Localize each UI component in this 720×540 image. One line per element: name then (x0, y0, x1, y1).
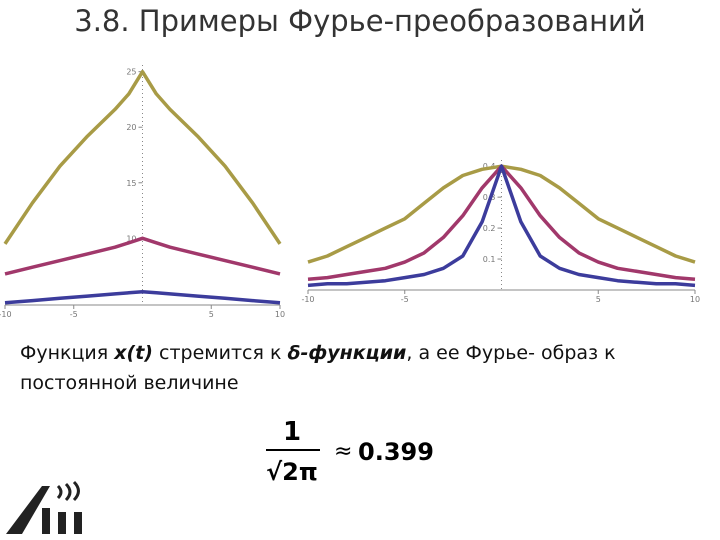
line-series (307, 164, 696, 281)
logo-shape (74, 512, 82, 534)
y-tick-label: 0.1 (483, 255, 496, 264)
formula: 1 √2π ≈ 0.399 (266, 418, 434, 486)
caption: Функция x(t) стремится к δ-функции, а ее… (20, 338, 710, 398)
caption-text: , а ее Фурье- образ к постоянной величин… (20, 342, 616, 394)
logo-shape (42, 508, 50, 534)
logo-shape (6, 486, 50, 534)
logo-shape (58, 512, 66, 534)
numerator: 1 (283, 418, 301, 447)
line-series (4, 236, 281, 276)
value: 0.399 (358, 438, 434, 466)
x-tick-label: -5 (401, 295, 409, 304)
logo (6, 480, 82, 534)
relation: ≈ (334, 439, 352, 464)
caption-text: Функция (20, 342, 115, 364)
x-tick-label: 5 (209, 310, 214, 319)
slide-title: 3.8. Примеры Фурье-преобразований (74, 4, 646, 38)
y-tick-label: 15 (126, 179, 136, 188)
line-series (4, 289, 281, 305)
denominator: √2π (266, 458, 318, 486)
caption-text: стремится к (152, 342, 288, 364)
x-tick-label: -10 (0, 310, 12, 319)
x-tick-label: 5 (596, 295, 601, 304)
y-tick-label: 0.2 (483, 224, 496, 233)
caption-emphasis: x(t) (114, 342, 153, 364)
x-tick-label: -5 (70, 310, 78, 319)
line-series (307, 164, 696, 288)
line-series (3, 69, 282, 245)
y-tick-label: 25 (126, 68, 136, 77)
y-tick-label: 10 (126, 234, 136, 243)
x-tick-label: 10 (690, 295, 700, 304)
x-tick-label: 10 (275, 310, 285, 319)
x-tick-label: -10 (301, 295, 314, 304)
y-tick-label: 20 (126, 123, 136, 132)
logo-shape (56, 480, 80, 502)
caption-emphasis: δ-функции (287, 342, 407, 364)
